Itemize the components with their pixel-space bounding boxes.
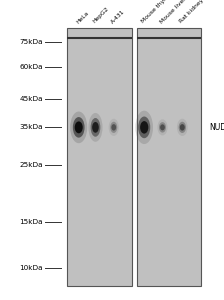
Text: A-431: A-431: [110, 8, 126, 24]
Ellipse shape: [160, 124, 165, 130]
Ellipse shape: [179, 122, 186, 133]
Text: 75kDa: 75kDa: [19, 39, 43, 45]
Ellipse shape: [109, 119, 119, 136]
Bar: [137, 28, 201, 286]
Ellipse shape: [140, 121, 148, 134]
Ellipse shape: [177, 119, 188, 136]
Ellipse shape: [91, 118, 100, 137]
Text: 60kDa: 60kDa: [19, 64, 43, 70]
Ellipse shape: [136, 111, 153, 144]
Text: HeLa: HeLa: [75, 10, 90, 24]
Text: HepG2: HepG2: [92, 6, 110, 24]
Ellipse shape: [73, 117, 85, 138]
Ellipse shape: [70, 112, 87, 143]
Ellipse shape: [92, 122, 99, 133]
Text: Rat kidney: Rat kidney: [179, 0, 205, 24]
Text: 25kDa: 25kDa: [19, 162, 43, 168]
Text: NUDT5: NUDT5: [209, 123, 224, 132]
Text: 15kDa: 15kDa: [19, 219, 43, 225]
Text: 10kDa: 10kDa: [19, 265, 43, 271]
Ellipse shape: [157, 119, 168, 135]
Ellipse shape: [159, 122, 166, 133]
Bar: [67, 28, 132, 286]
Text: 35kDa: 35kDa: [19, 124, 43, 130]
Ellipse shape: [88, 113, 103, 142]
Ellipse shape: [180, 124, 185, 130]
Text: Mouse thymus: Mouse thymus: [141, 0, 175, 24]
Text: 45kDa: 45kDa: [19, 96, 43, 102]
Text: Mouse liver: Mouse liver: [159, 0, 187, 24]
Ellipse shape: [110, 122, 117, 133]
Ellipse shape: [138, 116, 150, 138]
Ellipse shape: [111, 124, 116, 130]
Ellipse shape: [75, 122, 83, 133]
